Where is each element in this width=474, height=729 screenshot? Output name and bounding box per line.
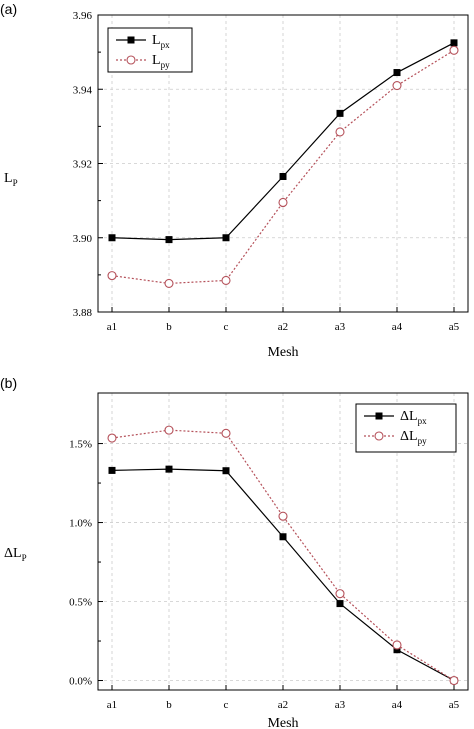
data-point-px: [108, 466, 116, 474]
x-tick-label: a2: [278, 321, 288, 333]
x-tick-label: a2: [278, 699, 288, 711]
data-point-py: [449, 45, 459, 55]
data-point-px: [222, 234, 230, 242]
data-point-py: [449, 675, 459, 686]
legend-marker: [127, 36, 135, 44]
panel-label: (a): [0, 1, 17, 17]
y-axis-title: ΔLP: [4, 546, 27, 563]
data-point-py: [107, 271, 117, 281]
y-tick-label: 3.92: [73, 159, 92, 171]
data-point-py: [221, 428, 231, 438]
data-point-px: [165, 465, 173, 473]
x-tick-label: b: [166, 699, 172, 711]
x-tick-label: a4: [392, 699, 403, 711]
chart-panel-a: (a) 3.88 3.90 3.92 3.94 3.96 a1 b c a2 a3 a4 a5 Mesh L…: [0, 1, 469, 360]
legend-marker: [374, 431, 384, 441]
data-point-px: [165, 236, 173, 244]
data-point-px: [393, 69, 401, 77]
x-tick-label: a1: [107, 321, 117, 333]
data-point-px: [393, 646, 401, 654]
x-tick-label: a3: [335, 321, 346, 333]
y-tick-label: 3.96: [73, 10, 93, 22]
panel-label: (b): [0, 375, 17, 391]
y-tick-label: 3.90: [73, 233, 93, 245]
data-point-py: [107, 433, 117, 443]
x-axis-title: Mesh: [267, 716, 298, 729]
data-point-px: [279, 533, 287, 541]
y-tick-label: 1.5%: [69, 439, 92, 451]
data-point-py: [164, 425, 174, 435]
data-point-px: [108, 234, 116, 242]
data-point-px: [279, 172, 287, 180]
data-point-py: [392, 640, 402, 650]
data-point-py: [335, 127, 345, 137]
data-point-px: [336, 600, 344, 608]
x-tick-label: a4: [392, 321, 403, 333]
y-tick-label: 1.0%: [69, 518, 92, 530]
data-point-py: [278, 511, 288, 521]
x-tick-label: a1: [107, 699, 117, 711]
data-point-py: [221, 275, 231, 285]
x-tick-label: c: [224, 321, 229, 333]
legend-box: [107, 27, 193, 73]
x-tick-label: a3: [335, 699, 346, 711]
legend-box: [355, 403, 457, 453]
data-point-py: [278, 197, 288, 208]
data-point-py: [392, 80, 402, 91]
chart-panel-b: (b) 0.0% 0.5% 1.0% 1.5% a1 b c a2 a3 a4 a5 Mesh ΔLP ΔL…: [0, 375, 469, 729]
y-tick-label: 3.94: [73, 84, 93, 96]
data-point-px: [336, 109, 344, 117]
legend-label: ΔLpx: [400, 409, 427, 426]
legend-label: Lpx: [152, 33, 170, 50]
legend-label: ΔLpy: [400, 429, 427, 446]
x-axis-title: Mesh: [267, 345, 298, 360]
legend: ΔLpx ΔLpy: [355, 403, 457, 453]
data-point-px: [222, 467, 230, 475]
y-axis-title: LP: [4, 171, 18, 188]
y-tick-label: 3.88: [73, 307, 93, 319]
legend-label: Lpy: [152, 53, 170, 70]
legend-marker: [126, 55, 136, 65]
x-tick-label: c: [224, 699, 229, 711]
data-point-py: [335, 589, 345, 599]
legend: Lpx Lpy: [107, 27, 193, 73]
data-point-py: [164, 278, 174, 288]
y-tick-label: 0.5%: [69, 597, 92, 609]
x-tick-label: a5: [449, 321, 460, 333]
y-tick-label: 0.0%: [69, 676, 92, 688]
x-tick-label: b: [166, 321, 172, 333]
data-point-px: [450, 39, 458, 47]
x-tick-label: a5: [449, 699, 460, 711]
legend-marker: [375, 412, 383, 420]
